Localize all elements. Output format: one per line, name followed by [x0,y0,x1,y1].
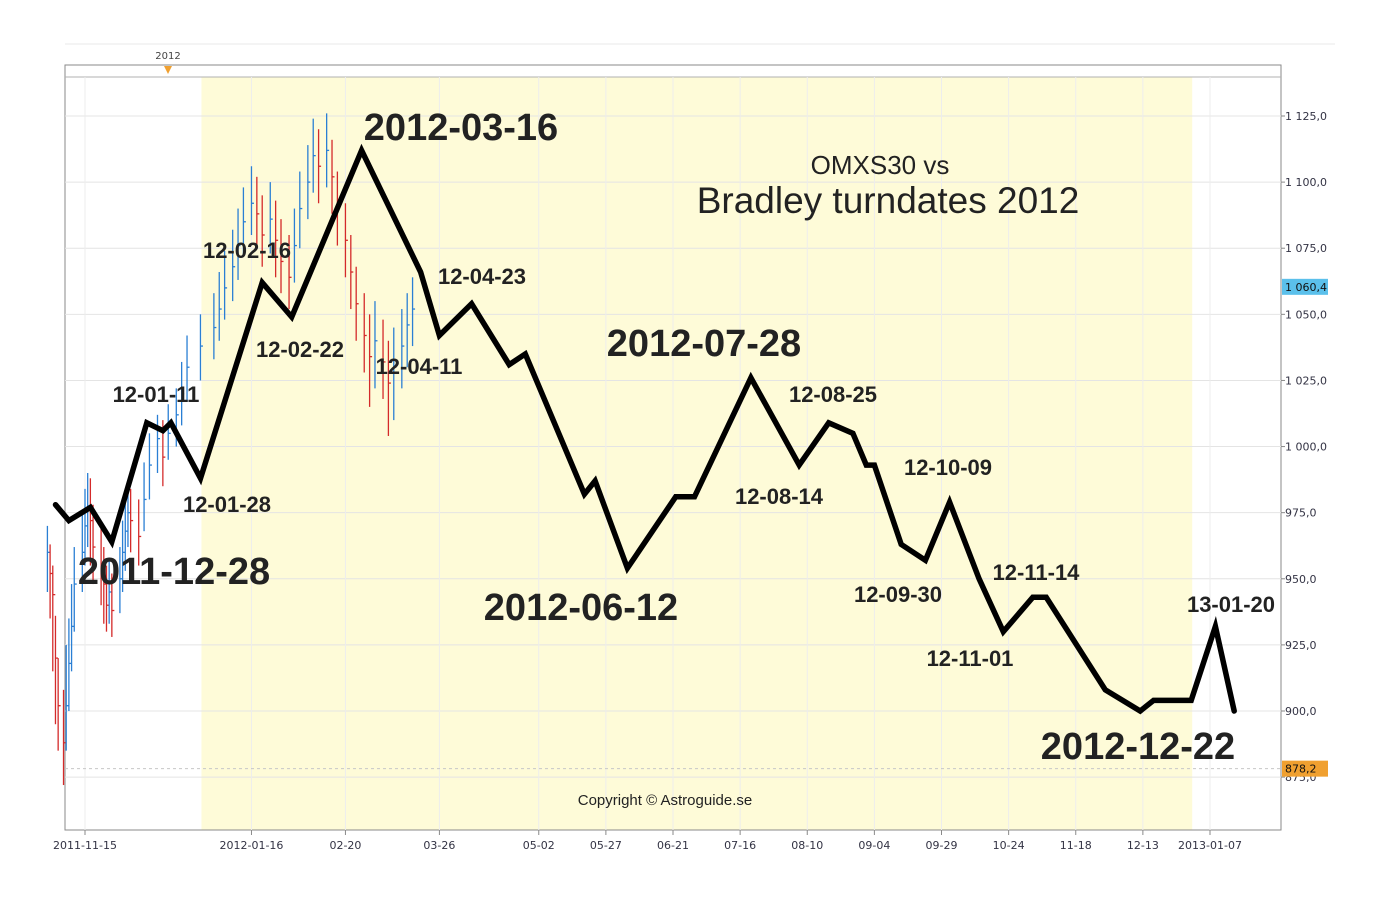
annotation-label: 12-11-14 [993,560,1081,585]
x-tick-label: 2013-01-07 [1178,839,1242,852]
price-tags: 1 060,4 878,2 [1282,278,1328,777]
x-tick-label: 12-13 [1127,839,1159,852]
year-marker-label: 2012 [155,51,180,62]
x-tick-label: 05-27 [590,839,622,852]
ohlc-price-bars [46,113,416,786]
annotation-label: 12-02-16 [203,238,291,263]
y-tick-label: 1 075,0 [1285,242,1327,255]
x-tick-label: 2011-11-15 [53,839,117,852]
x-tick-label: 02-20 [329,839,361,852]
x-tick-label: 09-04 [858,839,890,852]
bradley-line-series [52,143,1237,715]
price-tag [1282,278,1328,295]
x-tick-label: 05-02 [523,839,555,852]
y-tick-label: 1 125,0 [1285,110,1327,123]
x-tick-label: 10-24 [993,839,1025,852]
annotation-label: 12-11-01 [927,646,1014,671]
annotation-label: 2012-03-16 [364,107,558,149]
y-tick-label: 925,0 [1285,639,1317,652]
copyright-text: Copyright © Astroguide.se [578,792,752,809]
price-tag [1282,760,1328,777]
annotation-label: 12-10-09 [904,455,992,480]
x-tick-label: 07-16 [724,839,756,852]
y-tick-label: 1 050,0 [1285,308,1327,321]
x-tick-label: 06-21 [657,839,689,852]
x-tick-label: 08-10 [791,839,823,852]
chart-title: OMXS30 vs [811,150,950,180]
annotation-label: 2012-07-28 [607,323,801,365]
annotation-label: 2012-06-12 [484,587,678,629]
annotation-label: 13-01-20 [1187,592,1275,617]
annotation-label: 2012-12-22 [1041,726,1235,768]
year-2012-highlight [201,77,1193,830]
year-marker-triangle-icon [164,66,172,74]
x-tick-label: 03-26 [423,839,455,852]
chart-subtitle: Bradley turndates 2012 [697,180,1080,221]
annotation-label: 12-02-22 [256,337,344,362]
y-tick-label: 1 000,0 [1285,441,1327,454]
annotation-label: 12-09-30 [854,582,942,607]
grid-lines [65,77,1281,830]
annotation-label: 12-04-23 [438,264,526,289]
annotation-label: 12-08-25 [789,382,877,407]
x-tick-label: 09-29 [926,839,958,852]
x-axis-ticks: 2011-11-15 2012-01-16 02-20 03-26 05-02 05-27… [53,830,1242,852]
bradley-series-line [52,143,1237,715]
y-tick-label: 900,0 [1285,705,1317,718]
y-tick-label: 950,0 [1285,573,1317,586]
x-tick-label: 2012-01-16 [219,839,283,852]
annotation-label: 12-04-11 [376,354,463,379]
y-tick-label: 975,0 [1285,507,1317,520]
y-tick-label: 1 025,0 [1285,374,1327,387]
annotation-label: 12-01-28 [183,492,271,517]
price-tag-label: 1 060,4 [1285,281,1327,294]
annotation-label: 12-01-11 [113,382,200,407]
annotation-label: 2011-12-28 [78,551,270,593]
annotation-label: 12-08-14 [735,484,824,509]
x-tick-label: 11-18 [1060,839,1092,852]
y-tick-label: 1 100,0 [1285,176,1327,189]
price-tag-label: 878,2 [1285,763,1317,776]
